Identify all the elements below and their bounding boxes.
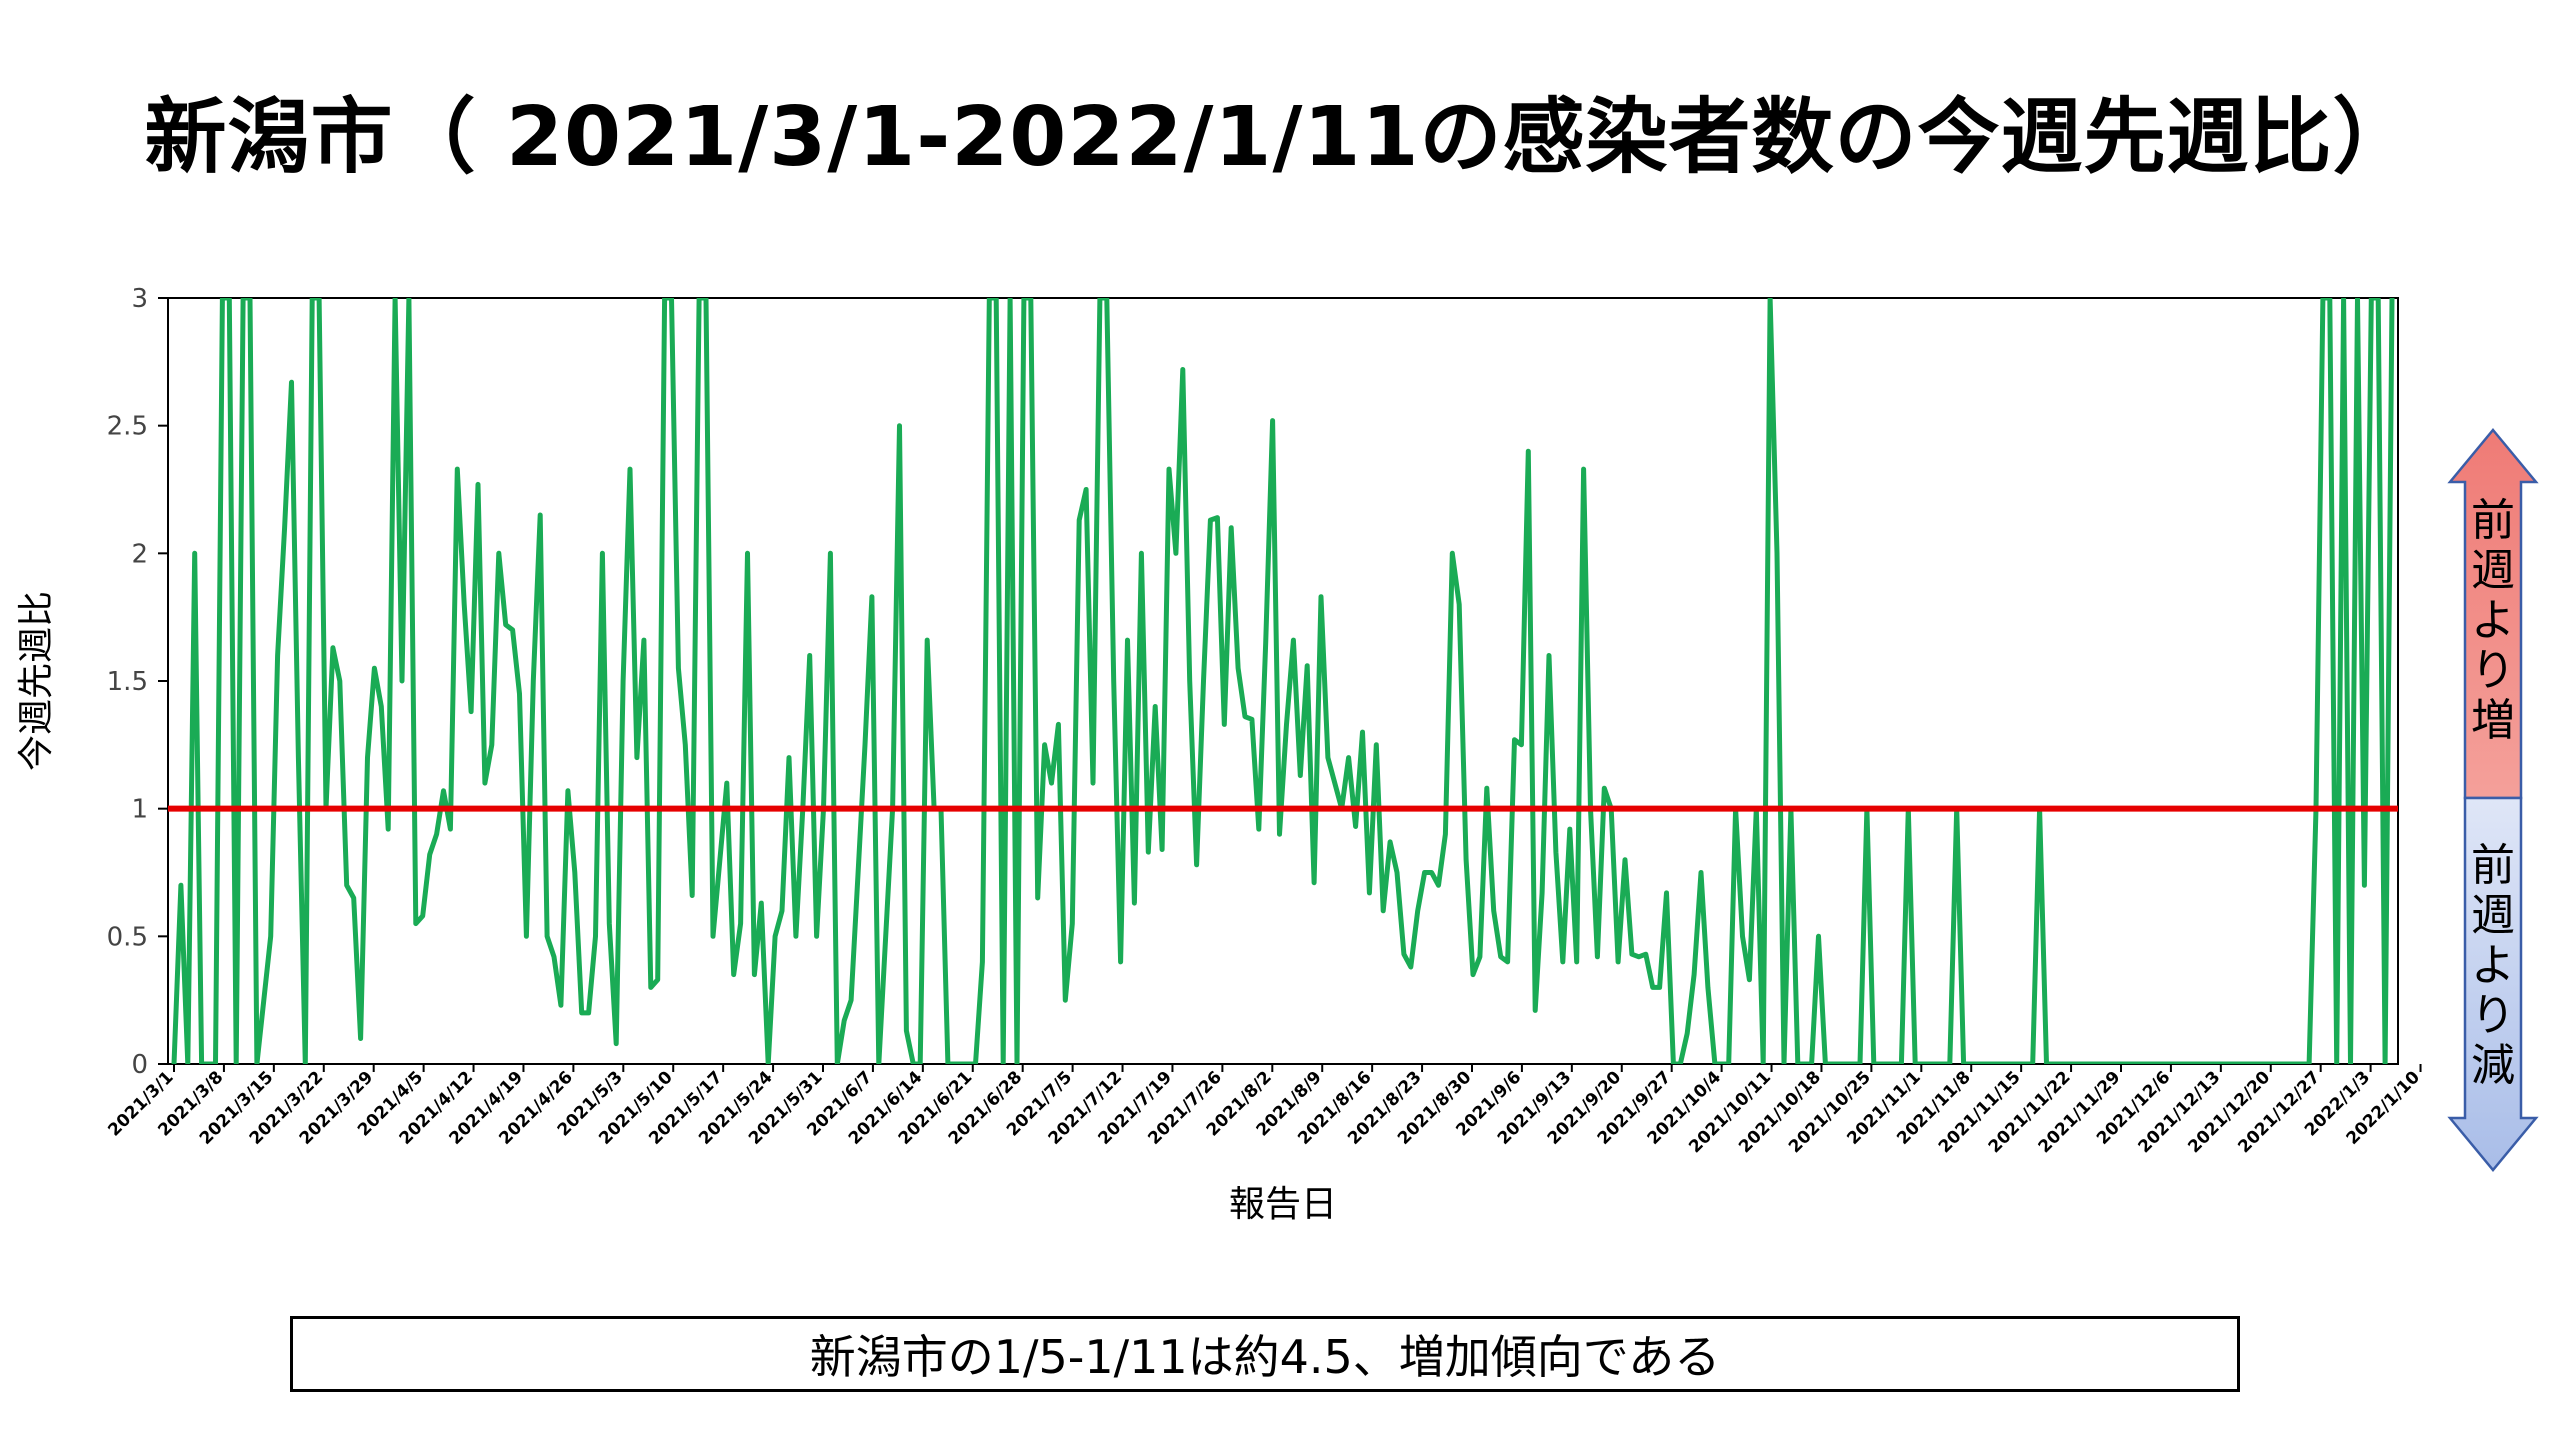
summary-text: 新潟市の1/5-1/11は約4.5、増加傾向である: [809, 1330, 1721, 1384]
y-tick-label: 2: [131, 539, 148, 569]
page-title: 新潟市（ 2021/3/1-2022/1/11の感染者数の今週先週比）: [144, 90, 2416, 185]
y-tick-label: 0.5: [107, 922, 148, 952]
series-line: [171, 298, 2395, 1064]
plot-area: [167, 297, 2399, 1065]
y-tick-label: 1.5: [107, 667, 148, 697]
y-tick-label: 2.5: [107, 412, 148, 442]
x-axis-label: 報告日: [1229, 1184, 1337, 1225]
y-tick-label: 1: [131, 795, 148, 825]
y-tick-label: 0: [131, 1050, 148, 1080]
y-axis-label: 今週先週比: [16, 591, 57, 771]
down-arrow: [2447, 796, 2539, 1172]
summary-box: 新潟市の1/5-1/11は約4.5、増加傾向である: [290, 1316, 2240, 1392]
down-label: 前週より減: [2471, 840, 2515, 1091]
line-chart: 00.511.522.53 2021/3/12021/3/82021/3/152…: [16, 284, 2539, 1225]
up-label: 前週より増: [2471, 495, 2515, 746]
y-tick-label: 3: [131, 284, 148, 314]
